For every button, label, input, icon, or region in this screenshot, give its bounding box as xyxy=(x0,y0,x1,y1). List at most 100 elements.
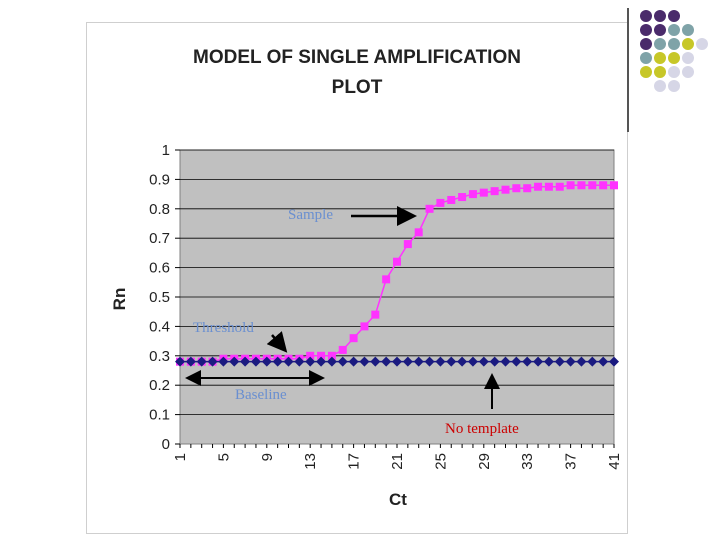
data-point-diamond xyxy=(424,356,435,367)
data-point-square xyxy=(447,195,456,204)
data-point-square xyxy=(403,240,412,249)
data-point-diamond xyxy=(175,356,185,367)
decorative-dot xyxy=(668,10,680,22)
baseline-annotation: Baseline xyxy=(235,387,287,403)
data-point-square xyxy=(414,228,423,237)
data-point-diamond xyxy=(533,356,544,367)
data-point-diamond xyxy=(435,356,446,367)
x-axis-label: Ct xyxy=(389,490,407,509)
x-tick-label: 37 xyxy=(563,453,580,470)
decorative-dot xyxy=(654,80,666,92)
decorative-dot xyxy=(640,66,652,78)
corner-dot-decoration xyxy=(640,10,712,110)
y-tick-label: 0.7 xyxy=(149,230,170,247)
data-point-diamond xyxy=(392,356,402,367)
x-tick-label: 33 xyxy=(519,453,536,470)
decorative-dot xyxy=(668,66,680,78)
data-point-square xyxy=(393,257,401,266)
data-point-diamond xyxy=(218,356,229,367)
data-point-square xyxy=(468,190,477,199)
decorative-dot xyxy=(682,52,694,64)
data-point-diamond xyxy=(478,356,489,367)
decorative-dot xyxy=(654,52,666,64)
data-point-diamond xyxy=(609,356,619,367)
x-tick-label: 5 xyxy=(215,453,232,461)
y-tick-label: 0.2 xyxy=(149,377,170,394)
data-point-diamond xyxy=(587,356,598,367)
y-tick-labels: 0 0.1 0.2 0.3 0.4 0.5 0.6 0.7 0.8 0.9 1 xyxy=(149,142,180,453)
data-point-square xyxy=(338,345,347,354)
y-tick-label: 0.8 xyxy=(149,201,170,218)
data-point-diamond xyxy=(489,356,500,367)
data-point-square xyxy=(317,351,326,360)
x-tick-label: 9 xyxy=(259,453,276,461)
data-point-diamond xyxy=(554,356,565,367)
corner-divider-line xyxy=(627,8,629,132)
data-point-square xyxy=(566,181,575,190)
decorative-dot xyxy=(682,66,694,78)
data-point-diamond xyxy=(185,356,196,367)
data-point-square xyxy=(501,185,510,194)
data-point-diamond xyxy=(207,356,218,367)
x-tick-labels: 1 5 9 13 17 21 25 29 33 37 41 xyxy=(172,444,623,470)
y-tick-label: 0.6 xyxy=(149,260,170,277)
decorative-dot xyxy=(668,52,680,64)
decorative-dot xyxy=(696,38,708,50)
x-tick-label: 13 xyxy=(302,453,319,470)
y-tick-label: 0.1 xyxy=(149,407,170,424)
data-point-square xyxy=(534,182,543,191)
decorative-dot xyxy=(654,38,666,50)
decorative-dot xyxy=(654,24,666,36)
series-markers xyxy=(175,181,619,367)
data-point-diamond xyxy=(337,356,348,367)
data-point-square xyxy=(555,182,564,191)
decorative-dot xyxy=(640,38,652,50)
data-point-square xyxy=(371,310,380,319)
data-point-diamond xyxy=(261,356,272,367)
x-tick-label: 1 xyxy=(172,453,189,461)
decorative-dot xyxy=(668,38,680,50)
data-point-diamond xyxy=(457,356,468,367)
y-tick-label: 0.3 xyxy=(149,348,170,365)
data-point-diamond xyxy=(446,356,457,367)
chart-title-line-1: MODEL OF SINGLE AMPLIFICATION xyxy=(193,47,521,68)
x-tick-label: 25 xyxy=(432,453,449,470)
y-tick-label: 1 xyxy=(162,142,170,159)
annotation-arrows xyxy=(185,206,500,409)
decorative-dot xyxy=(640,10,652,22)
data-point-diamond xyxy=(598,356,609,367)
data-point-diamond xyxy=(359,356,370,367)
data-point-diamond xyxy=(272,356,283,367)
data-point-square xyxy=(327,351,336,360)
x-tick-label: 29 xyxy=(476,453,493,470)
data-point-square xyxy=(458,193,467,202)
decorative-dot xyxy=(654,10,666,22)
data-point-square xyxy=(306,351,315,360)
data-point-square xyxy=(577,181,586,190)
data-point-diamond xyxy=(229,356,240,367)
data-point-square xyxy=(544,182,553,191)
data-point-diamond xyxy=(240,356,251,367)
data-point-square xyxy=(382,275,391,284)
data-point-diamond xyxy=(326,356,337,367)
data-point-square xyxy=(490,187,499,196)
sample-annotation: Sample xyxy=(288,207,333,223)
data-point-diamond xyxy=(196,356,207,367)
data-point-square xyxy=(512,184,521,193)
y-axis-label: Rn xyxy=(110,288,129,311)
data-point-diamond xyxy=(543,356,554,367)
no-template-annotation: No template xyxy=(445,421,519,437)
decorative-dot xyxy=(668,80,680,92)
data-point-diamond xyxy=(250,356,261,367)
threshold-annotation: Threshold xyxy=(193,320,254,336)
chart-title-line-2: PLOT xyxy=(332,77,383,98)
chart-frame: 0 0.1 0.2 0.3 0.4 0.5 0.6 0.7 0.8 0.9 1 1 5 9 13 17 21 2… xyxy=(86,22,628,534)
data-point-diamond xyxy=(500,356,511,367)
y-tick-label: 0 xyxy=(162,436,170,453)
data-point-square xyxy=(349,334,358,343)
data-point-diamond xyxy=(381,356,392,367)
data-point-diamond xyxy=(565,356,576,367)
decorative-dot xyxy=(640,52,652,64)
data-point-square xyxy=(599,181,608,190)
decorative-dot xyxy=(682,38,694,50)
